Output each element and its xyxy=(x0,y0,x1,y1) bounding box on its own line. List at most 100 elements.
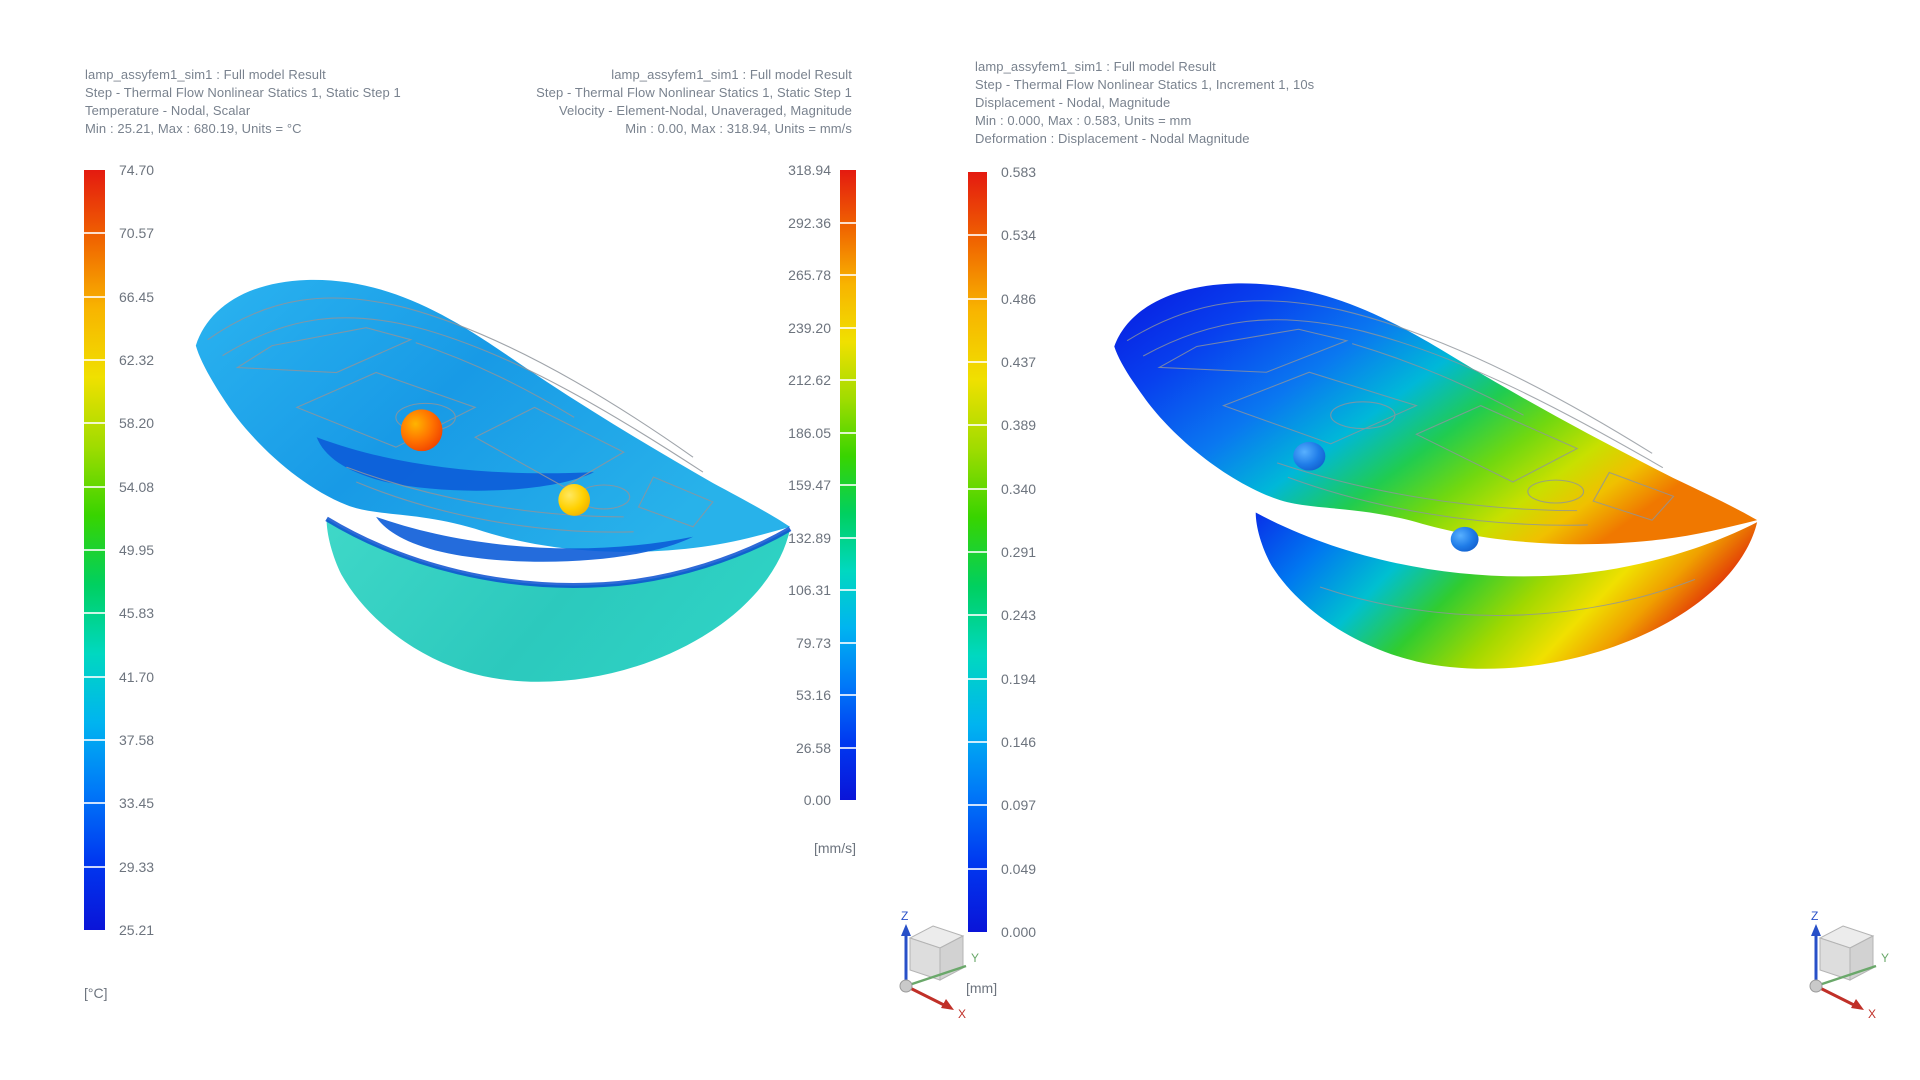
x-axis-label: X xyxy=(958,1007,966,1020)
colorbar-tick-label: 0.00 xyxy=(803,792,831,808)
colorbar-tick-label: 29.33 xyxy=(119,858,155,875)
colorbar-tick-label: 265.78 xyxy=(788,267,831,283)
colorbar-tick xyxy=(84,422,105,425)
colorbar-tick xyxy=(840,746,856,749)
header-line: Step - Thermal Flow Nonlinear Statics 1,… xyxy=(975,77,1315,92)
velocity-colorbar-unit: [mm/s] xyxy=(814,840,856,856)
bulb-cool-sphere xyxy=(1450,526,1479,552)
header-line: Min : 25.21, Max : 680.19, Units = °C xyxy=(85,121,302,136)
colorbar-tick xyxy=(968,297,987,300)
x-axis xyxy=(1815,984,1857,1008)
header-line: lamp_assyfem1_sim1 : Full model Result xyxy=(85,67,326,82)
colorbar-tick-label: 41.70 xyxy=(119,668,155,685)
colorbar-tick xyxy=(840,641,856,644)
colorbar-tick-label: 26.58 xyxy=(795,739,831,756)
colorbar-tick xyxy=(968,234,987,237)
z-axis-label: Z xyxy=(901,909,908,923)
colorbar-tick-label: 0.146 xyxy=(1001,734,1037,750)
colorbar-tick-label: 0.534 xyxy=(1001,227,1037,244)
colorbar-tick-label: 0.486 xyxy=(1001,290,1037,307)
displacement-colorbar-unit: [mm] xyxy=(966,980,998,996)
triad-origin-sphere xyxy=(1809,979,1823,993)
colorbar-tick xyxy=(84,739,105,741)
colorbar-tick-label: 159.47 xyxy=(788,477,831,493)
colorbar-tick-label: 54.08 xyxy=(119,478,155,495)
view-triad[interactable]: Z X Y xyxy=(878,908,1000,1020)
colorbar-tick xyxy=(968,361,987,363)
colorbar-tick-label: 186.05 xyxy=(788,424,831,441)
bulb-cool-sphere xyxy=(1293,441,1326,471)
colorbar-tick-label: 45.83 xyxy=(119,605,155,622)
colorbar-tick-label: 106.31 xyxy=(788,582,831,598)
colorbar-tick xyxy=(968,804,987,807)
header-line: Displacement - Nodal, Magnitude xyxy=(975,95,1171,110)
colorbar-tick xyxy=(840,221,856,224)
displacement-model-viewport[interactable] xyxy=(1095,272,1770,692)
y-axis xyxy=(905,964,967,988)
colorbar-tick xyxy=(84,865,105,868)
colorbar-tick-label: 132.89 xyxy=(788,529,831,546)
colorbar-tick xyxy=(968,614,987,617)
x-axis-label: X xyxy=(1868,1007,1876,1020)
colorbar-tick xyxy=(84,232,105,235)
header-line: Step - Thermal Flow Nonlinear Statics 1,… xyxy=(85,85,401,100)
colorbar-tick xyxy=(968,487,987,490)
result-header-velocity: lamp_assyfem1_sim1 : Full model Result S… xyxy=(462,66,852,138)
y-axis-label: Y xyxy=(1881,951,1889,965)
colorbar-tick-label: 239.20 xyxy=(788,319,831,336)
colorbar-tick xyxy=(84,802,105,805)
colorbar-tick-label: 0.194 xyxy=(1001,670,1037,687)
colorbar-tick-label: 66.45 xyxy=(119,288,155,305)
colorbar-tick xyxy=(84,485,105,488)
colorbar-tick-label: 70.57 xyxy=(119,225,155,242)
colorbar-tick xyxy=(84,675,105,678)
result-header-displacement: lamp_assyfem1_sim1 : Full model Result S… xyxy=(975,58,1314,148)
colorbar-tick xyxy=(840,694,856,696)
z-arrowhead xyxy=(1811,924,1821,936)
header-line: Min : 0.000, Max : 0.583, Units = mm xyxy=(975,113,1192,128)
colorbar-tick-label: 0.437 xyxy=(1001,354,1037,370)
colorbar-tick xyxy=(840,484,856,486)
colorbar-tick-label: 79.73 xyxy=(795,634,831,651)
temperature-colorbar: 74.70 70.57 66.45 62.32 58.20 54.08 49.95 45.83… xyxy=(84,163,154,937)
y-axis-label: Y xyxy=(971,951,979,965)
colorbar-tick-label: 0.097 xyxy=(1001,797,1037,814)
reflector-band xyxy=(316,437,594,491)
header-line: Velocity - Element-Nodal, Unaveraged, Ma… xyxy=(558,103,852,118)
bulb-warm-sphere xyxy=(558,484,591,516)
view-triad[interactable]: Z X Y xyxy=(1788,908,1910,1020)
colorbar-tick xyxy=(840,326,856,329)
bulb-hot-sphere xyxy=(400,409,443,452)
colorbar-tick-label: 212.62 xyxy=(788,372,831,388)
lamp-housing xyxy=(1114,283,1758,545)
colorbar-tick xyxy=(840,274,856,276)
colorbar-tick xyxy=(84,549,105,551)
temperature-model-viewport[interactable] xyxy=(178,268,802,706)
colorbar-tick-label: 0.000 xyxy=(1001,924,1037,940)
header-line: lamp_assyfem1_sim1 : Full model Result xyxy=(975,59,1216,74)
colorbar-tick-label: 25.21 xyxy=(119,922,155,938)
colorbar-tick-label: 58.20 xyxy=(119,415,155,432)
triad-cube xyxy=(1818,925,1875,981)
colorbar-tick xyxy=(968,867,987,870)
colorbar-tick-label: 49.95 xyxy=(119,542,155,558)
colorbar-tick-label: 318.94 xyxy=(788,162,831,178)
lamp-housing xyxy=(195,279,791,552)
header-line: Step - Thermal Flow Nonlinear Statics 1,… xyxy=(536,85,852,100)
y-axis xyxy=(1815,964,1877,988)
colorbar-tick-label: 53.16 xyxy=(795,687,831,703)
displacement-colorbar: 0.583 0.534 0.486 0.437 0.389 0.340 0.291 0.243… xyxy=(968,165,1036,939)
colorbar-tick xyxy=(840,431,856,434)
colorbar-tick-label: 62.32 xyxy=(119,352,155,368)
triad-origin-sphere xyxy=(899,979,913,993)
x-axis xyxy=(905,984,947,1008)
colorbar-tick xyxy=(968,741,987,743)
velocity-colorbar: 318.94 292.36 265.78 239.20 212.62 186.05 159.… xyxy=(788,163,856,807)
colorbar-tick xyxy=(968,551,987,553)
fem-mesh-overlay xyxy=(1126,300,1696,616)
triad-cube xyxy=(908,925,965,981)
lens-rim-shadow xyxy=(325,516,792,588)
z-arrowhead xyxy=(901,924,911,936)
colorbar-tick xyxy=(840,536,856,539)
colorbar-tick xyxy=(840,589,856,591)
